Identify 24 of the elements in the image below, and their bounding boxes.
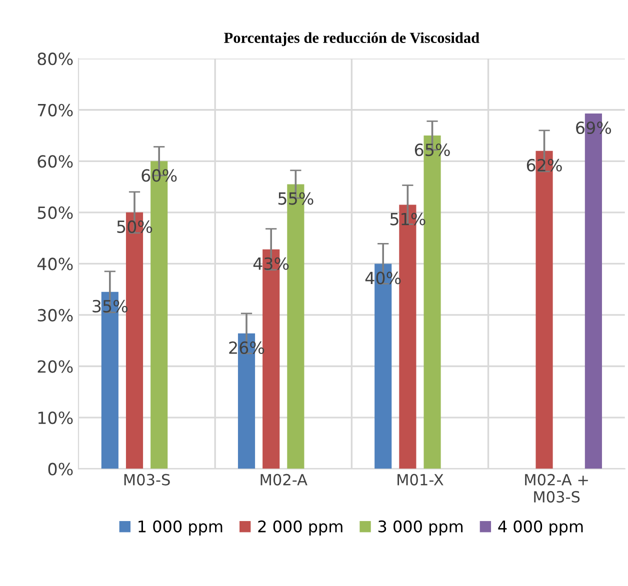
data-label: 40% — [365, 272, 401, 284]
y-tick-label: 60% — [38, 155, 73, 168]
data-label: 51% — [390, 212, 426, 226]
x-tick-label: M02-A — [260, 474, 308, 486]
legend-label: 3 000 ppm — [378, 520, 463, 536]
data-label: 50% — [117, 220, 152, 234]
y-tick-label: 0% — [48, 462, 73, 476]
y-tick-label: 20% — [38, 360, 73, 373]
x-tick-label: M03-S — [124, 474, 170, 486]
y-tick-label: 80% — [38, 52, 73, 66]
data-label: 35% — [92, 300, 128, 312]
data-label: 26% — [229, 341, 264, 354]
legend-label: 2 000 ppm — [258, 520, 342, 536]
legend-label: 4 000 ppm — [498, 520, 583, 536]
x-tick-label: M01-X — [398, 474, 444, 486]
y-tick-label: 50% — [38, 206, 73, 219]
chart-title: Porcentajes de reducción de Viscosidad — [224, 32, 480, 46]
data-label: 43% — [253, 257, 289, 270]
y-tick-label: 40% — [37, 258, 73, 270]
y-tick-label: 10% — [38, 411, 73, 424]
x-tick-label: M02-A + M03-S — [525, 474, 588, 503]
y-tick-label: 70% — [38, 104, 73, 116]
legend-label: 1 000 ppm — [138, 520, 222, 536]
y-tick-label: 30% — [38, 308, 73, 322]
